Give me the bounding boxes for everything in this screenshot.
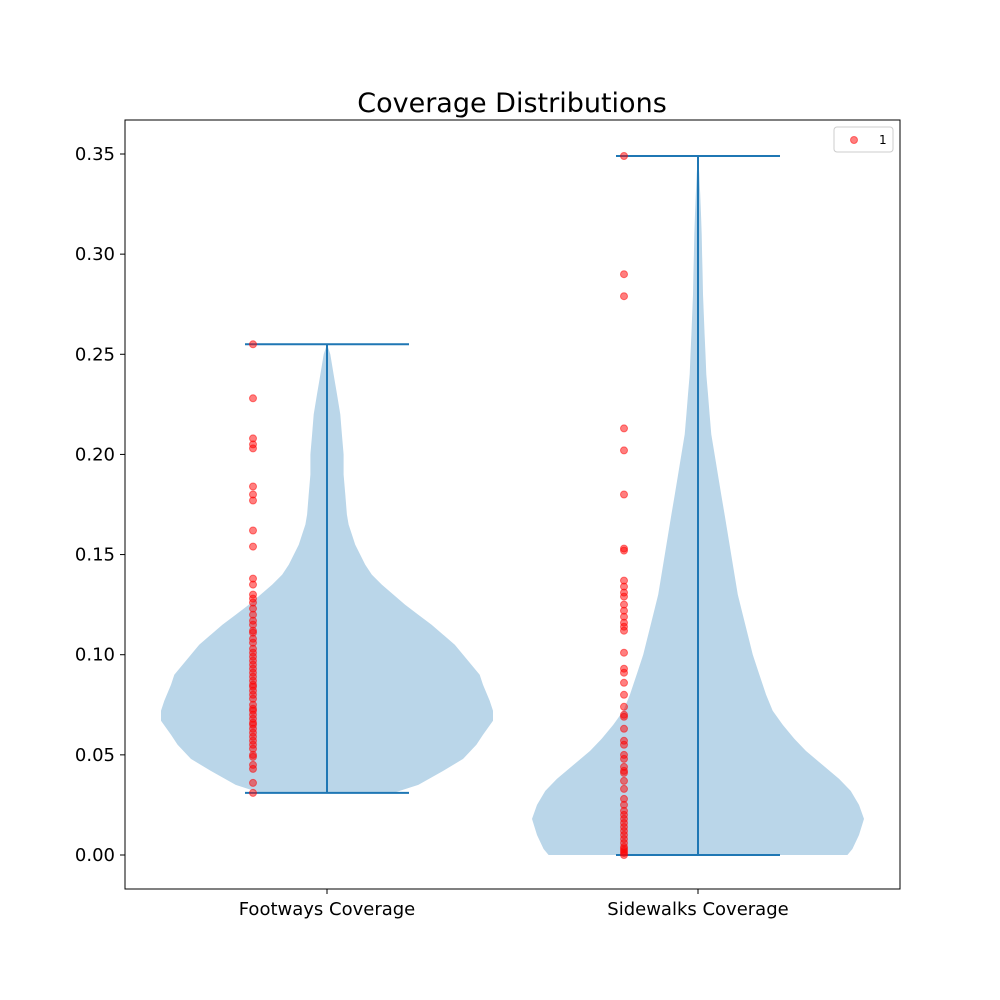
data-point	[249, 788, 257, 797]
data-point	[249, 526, 257, 535]
data-point	[620, 724, 628, 733]
data-point	[620, 270, 628, 279]
legend-marker	[850, 136, 858, 144]
y-tick-label: 0.10	[75, 645, 115, 666]
y-axis: 0.00 0.05 0.10 0.15 0.20 0.25 0.30 0.35	[75, 144, 125, 866]
data-point	[249, 490, 257, 499]
legend-label: 1	[879, 133, 887, 147]
data-point	[620, 600, 628, 609]
data-point	[620, 736, 628, 745]
data-point	[620, 490, 628, 499]
data-point	[249, 590, 257, 599]
y-tick-label: 0.00	[75, 845, 115, 866]
legend: 1	[833, 126, 894, 153]
data-point	[249, 574, 257, 583]
y-tick-label: 0.15	[75, 545, 115, 566]
data-point	[620, 776, 628, 785]
data-point	[620, 690, 628, 699]
data-point	[620, 710, 628, 719]
data-point	[620, 292, 628, 301]
y-tick-label: 0.30	[75, 244, 115, 265]
data-point	[249, 340, 257, 349]
data-point	[620, 152, 628, 160]
x-axis: Footways Coverage Sidewalks Coverage	[239, 889, 789, 920]
data-point	[620, 678, 628, 687]
x-tick-label: Sidewalks Coverage	[607, 899, 788, 920]
data-point	[620, 576, 628, 585]
y-tick-label: 0.20	[75, 444, 115, 465]
chart-title: Coverage Distributions	[357, 88, 667, 119]
data-point	[249, 760, 257, 769]
points-layer	[249, 152, 628, 859]
data-point	[249, 482, 257, 491]
data-point	[249, 394, 257, 403]
data-point	[620, 762, 628, 771]
y-tick-label: 0.25	[75, 344, 115, 365]
data-point	[249, 434, 257, 443]
data-point	[620, 750, 628, 759]
data-point	[620, 648, 628, 657]
data-point	[620, 784, 628, 793]
legend-box	[833, 126, 894, 153]
x-tick-label: Footways Coverage	[239, 899, 416, 920]
data-point	[620, 794, 628, 803]
data-point	[249, 778, 257, 787]
data-point	[620, 544, 628, 553]
plot-frame	[124, 119, 901, 890]
y-tick-label: 0.05	[75, 745, 115, 766]
y-tick-label: 0.35	[75, 144, 115, 165]
data-point	[620, 664, 628, 673]
violins-layer	[161, 155, 864, 856]
data-point	[620, 446, 628, 455]
data-point	[620, 424, 628, 433]
data-point	[249, 542, 257, 551]
data-point	[620, 702, 628, 711]
